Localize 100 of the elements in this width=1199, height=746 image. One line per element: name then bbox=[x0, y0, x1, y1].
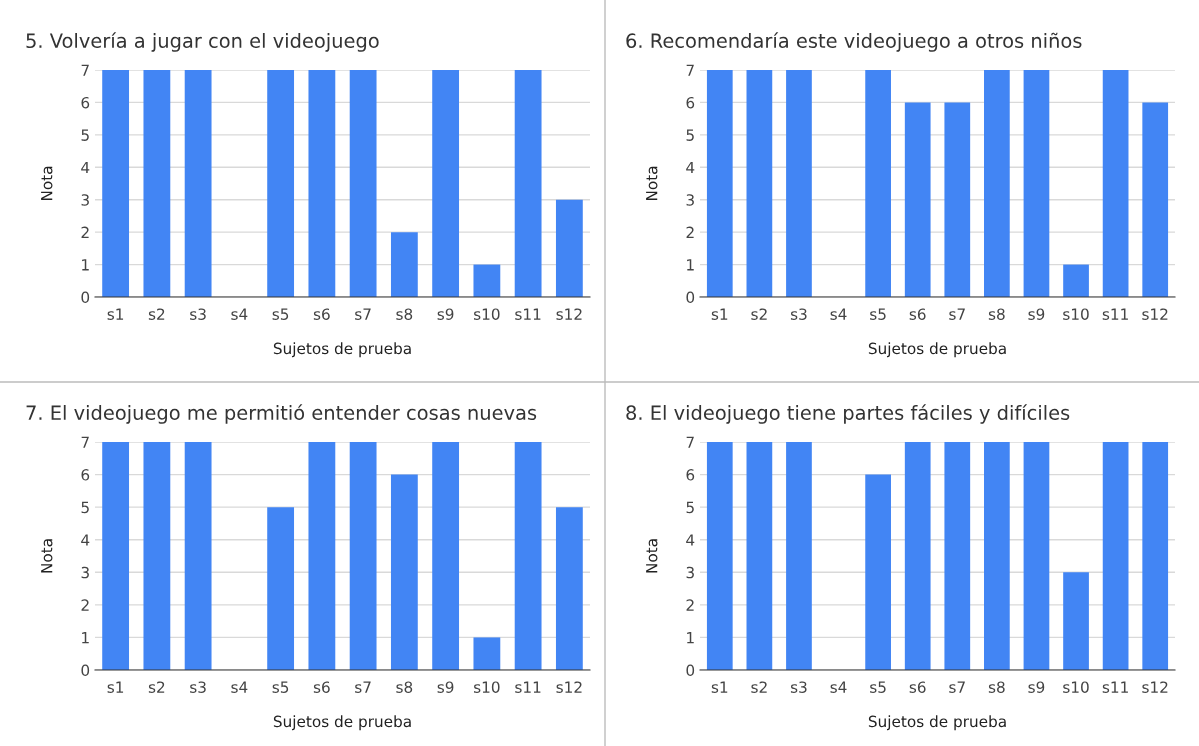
x-tick-label: s12 bbox=[556, 308, 582, 320]
chart-title: 5. Volvería a jugar con el videojuego bbox=[26, 32, 379, 52]
bar bbox=[1142, 442, 1169, 670]
x-tick-label: s4 bbox=[231, 308, 248, 320]
y-tick-label: 7 bbox=[686, 436, 694, 448]
y-tick-label: 6 bbox=[686, 469, 695, 481]
x-tick-label: s5 bbox=[272, 308, 289, 320]
y-tick-label: 5 bbox=[81, 501, 89, 514]
x-tick-label: s1 bbox=[711, 308, 728, 320]
bar bbox=[1102, 70, 1129, 297]
x-tick-label: s6 bbox=[909, 308, 926, 320]
x-tick-label: s11 bbox=[1102, 308, 1128, 320]
x-tick-label: s3 bbox=[790, 681, 807, 693]
y-axis-title: Nota bbox=[646, 166, 658, 201]
bar bbox=[904, 442, 931, 670]
bar bbox=[1102, 442, 1129, 670]
y-axis-title: Nota bbox=[41, 166, 53, 201]
bar bbox=[308, 442, 336, 670]
x-tick-label: s10 bbox=[474, 308, 500, 320]
y-tick-label: 0 bbox=[686, 291, 695, 304]
bar bbox=[390, 474, 418, 670]
x-tick-label: s5 bbox=[870, 681, 886, 693]
bar bbox=[349, 70, 377, 297]
y-tick-label: 1 bbox=[82, 632, 89, 644]
x-tick-label: s2 bbox=[751, 308, 767, 320]
chart-title: 8. El videojuego tiene partes fáciles y difíciles bbox=[626, 404, 1070, 424]
x-tick-label: s2 bbox=[148, 681, 165, 693]
bar bbox=[184, 442, 212, 670]
y-tick-label: 6 bbox=[81, 96, 90, 109]
bar bbox=[786, 70, 812, 297]
x-tick-label: s4 bbox=[830, 308, 847, 320]
y-tick-label: 0 bbox=[686, 664, 695, 677]
x-tick-label: s3 bbox=[190, 308, 206, 320]
bar bbox=[746, 442, 773, 670]
y-tick-label: 2 bbox=[81, 599, 89, 611]
bar bbox=[555, 507, 583, 670]
bar bbox=[102, 70, 130, 297]
x-tick-label: s9 bbox=[1028, 308, 1045, 320]
x-tick-label: s6 bbox=[313, 681, 330, 693]
bar bbox=[390, 232, 418, 297]
bar bbox=[1063, 572, 1089, 670]
bar bbox=[432, 442, 460, 670]
x-tick-label: s11 bbox=[515, 681, 541, 693]
x-tick-label: s9 bbox=[437, 308, 454, 320]
bar bbox=[746, 70, 773, 297]
x-tick-label: s10 bbox=[474, 681, 500, 693]
bar bbox=[706, 442, 733, 670]
x-tick-label: s7 bbox=[355, 308, 371, 320]
y-tick-label: 4 bbox=[686, 534, 695, 546]
y-tick-label: 4 bbox=[81, 534, 90, 546]
y-tick-label: 2 bbox=[686, 599, 694, 611]
bar bbox=[514, 442, 542, 670]
chart-title: 7. El videojuego me permitió entender cosas nuevas bbox=[26, 404, 537, 424]
bar bbox=[267, 507, 295, 670]
bar bbox=[143, 442, 171, 670]
y-tick-label: 2 bbox=[81, 226, 89, 238]
bar bbox=[944, 442, 971, 670]
y-tick-label: 5 bbox=[686, 129, 694, 141]
x-tick-label: s7 bbox=[355, 681, 371, 693]
y-tick-label: 1 bbox=[82, 259, 89, 271]
bar bbox=[865, 70, 891, 297]
x-tick-label: s6 bbox=[909, 681, 926, 693]
x-tick-label: s4 bbox=[830, 681, 847, 693]
x-tick-label: s1 bbox=[711, 681, 728, 693]
x-tick-label: s2 bbox=[751, 681, 767, 693]
x-tick-label: s3 bbox=[190, 681, 206, 693]
x-axis-title: Sujetos de prueba bbox=[868, 342, 1006, 358]
bar bbox=[473, 264, 501, 297]
x-tick-label: s12 bbox=[1142, 681, 1168, 693]
bar bbox=[944, 102, 971, 297]
bar bbox=[984, 442, 1010, 670]
bar bbox=[432, 70, 460, 297]
x-axis-title: Sujetos de prueba bbox=[273, 715, 411, 731]
y-tick-label: 0 bbox=[81, 291, 90, 304]
bar bbox=[1023, 70, 1050, 297]
bar bbox=[473, 637, 501, 670]
x-axis-title: Sujetos de prueba bbox=[868, 715, 1006, 731]
bar bbox=[184, 70, 212, 297]
x-tick-label: s8 bbox=[396, 681, 413, 693]
y-axis-title: Nota bbox=[646, 539, 658, 573]
x-tick-label: s9 bbox=[1028, 681, 1045, 693]
x-tick-label: s12 bbox=[1142, 308, 1168, 320]
x-tick-label: s10 bbox=[1063, 308, 1089, 320]
chart-title: 6. Recomendaría este videojuego a otros niños bbox=[626, 32, 1082, 52]
x-tick-label: s5 bbox=[870, 308, 886, 320]
y-tick-label: 5 bbox=[81, 129, 89, 141]
bar bbox=[984, 70, 1010, 297]
x-tick-label: s9 bbox=[437, 681, 454, 693]
bar bbox=[1063, 264, 1089, 297]
x-tick-label: s7 bbox=[949, 681, 965, 693]
x-tick-label: s12 bbox=[556, 681, 582, 693]
bar bbox=[267, 70, 295, 297]
x-tick-label: s10 bbox=[1063, 681, 1089, 693]
x-tick-label: s2 bbox=[148, 308, 165, 320]
bar bbox=[349, 442, 377, 670]
x-tick-label: s11 bbox=[515, 308, 541, 320]
y-tick-label: 1 bbox=[687, 259, 694, 271]
x-tick-label: s3 bbox=[790, 308, 807, 320]
y-tick-label: 1 bbox=[687, 632, 694, 644]
x-tick-label: s4 bbox=[231, 681, 248, 693]
